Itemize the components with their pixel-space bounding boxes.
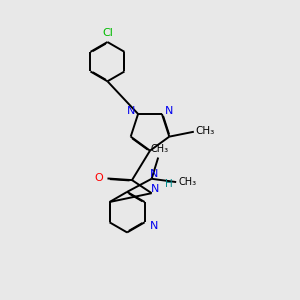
Text: O: O [94, 173, 103, 184]
Text: N: N [152, 184, 160, 194]
Text: CH₃: CH₃ [196, 126, 215, 136]
Text: CH₃: CH₃ [151, 144, 169, 154]
Text: CH₃: CH₃ [178, 177, 197, 187]
Text: Cl: Cl [102, 28, 113, 38]
Text: N: N [150, 169, 158, 179]
Text: N: N [150, 220, 159, 231]
Text: N: N [165, 106, 173, 116]
Text: H: H [165, 179, 172, 189]
Text: N: N [127, 106, 135, 116]
